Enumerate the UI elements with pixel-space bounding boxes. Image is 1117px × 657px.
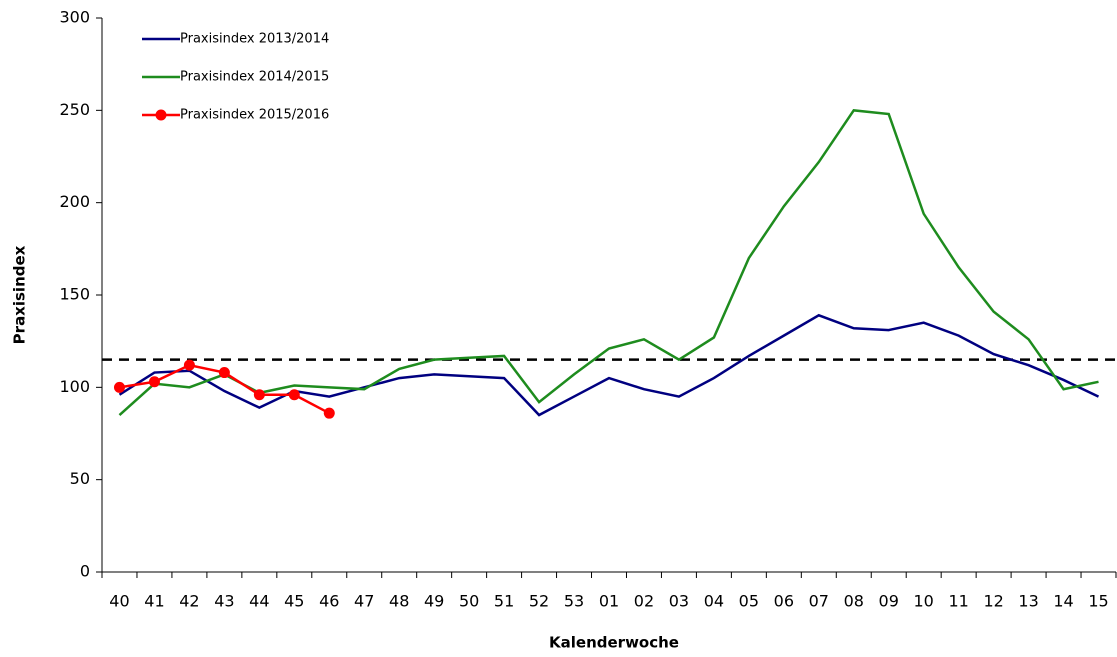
x-tick-label: 06	[774, 592, 794, 611]
y-tick-label: 250	[59, 100, 90, 119]
x-tick-label: 48	[389, 592, 409, 611]
x-tick-label: 13	[1018, 592, 1038, 611]
x-tick-label: 07	[809, 592, 829, 611]
x-tick-label: 01	[599, 592, 619, 611]
legend-label: Praxisindex 2015/2016	[180, 108, 329, 123]
x-tick-label: 03	[669, 592, 689, 611]
x-tick-label: 47	[354, 592, 374, 611]
y-tick-label: 50	[70, 469, 90, 488]
y-tick-label: 200	[59, 192, 90, 211]
x-tick-label: 15	[1088, 592, 1108, 611]
x-tick-label: 51	[494, 592, 514, 611]
x-tick-label: 04	[704, 592, 724, 611]
x-tick-label: 43	[214, 592, 234, 611]
y-tick-label: 100	[59, 377, 90, 396]
x-tick-label: 14	[1053, 592, 1073, 611]
point	[288, 389, 300, 401]
point	[183, 359, 195, 371]
x-tick-label: 45	[284, 592, 304, 611]
x-tick-label: 50	[459, 592, 479, 611]
x-tick-label: 49	[424, 592, 444, 611]
point	[218, 367, 230, 379]
y-tick-label: 0	[80, 562, 90, 581]
legend-marker	[155, 109, 167, 121]
x-tick-label: 42	[179, 592, 199, 611]
point	[148, 376, 160, 388]
y-tick-label: 300	[59, 8, 90, 27]
x-tick-label: 41	[144, 592, 164, 611]
x-tick-label: 53	[564, 592, 584, 611]
x-tick-label: 02	[634, 592, 654, 611]
x-tick-label: 05	[739, 592, 759, 611]
x-tick-label: 40	[109, 592, 129, 611]
x-tick-label: 12	[983, 592, 1003, 611]
x-tick-label: 46	[319, 592, 339, 611]
series-line	[118, 313, 1100, 417]
series-line	[118, 109, 1099, 416]
x-axis-label: Kalenderwoche	[549, 634, 679, 652]
y-axis-label: Praxisindex	[11, 245, 29, 344]
x-tick-label: 09	[879, 592, 899, 611]
legend-label: Praxisindex 2013/2014	[180, 32, 329, 47]
point	[253, 389, 265, 401]
x-tick-label: 10	[914, 592, 934, 611]
point	[113, 381, 125, 393]
x-tick-label: 44	[249, 592, 269, 611]
x-tick-label: 08	[844, 592, 864, 611]
point	[323, 407, 335, 419]
y-tick-label: 150	[59, 285, 90, 304]
legend-label: Praxisindex 2014/2015	[180, 70, 329, 85]
x-tick-label: 11	[948, 592, 968, 611]
x-tick-label: 52	[529, 592, 549, 611]
